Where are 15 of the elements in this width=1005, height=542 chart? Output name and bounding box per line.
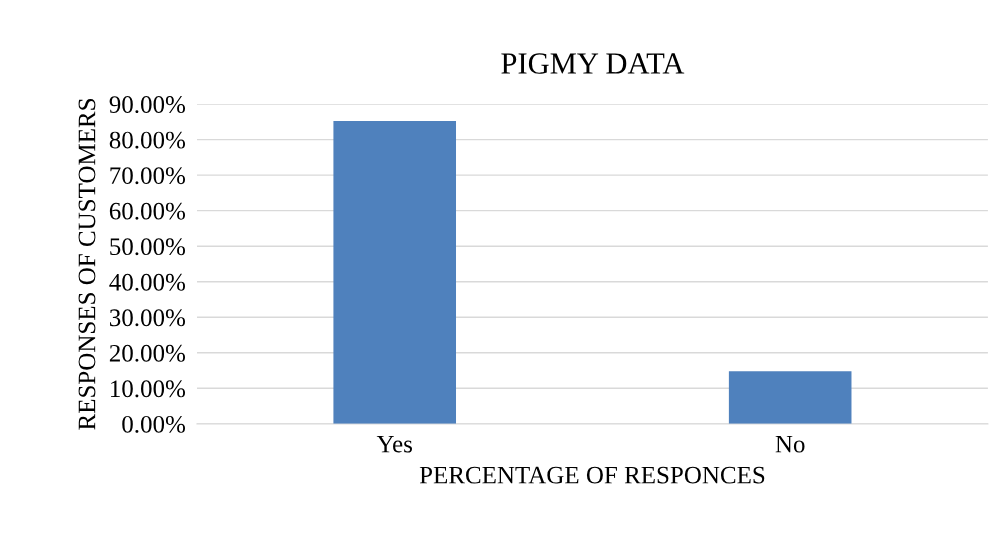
y-tick-label: 60.00% — [109, 202, 186, 220]
chart-title: PIGMY DATA — [501, 53, 685, 74]
x-axis-title: PERCENTAGE OF RESPONCES — [419, 466, 765, 484]
y-tick-label: 30.00% — [109, 309, 186, 327]
y-tick-label: 80.00% — [109, 131, 186, 149]
y-tick-label: 70.00% — [110, 167, 186, 185]
y-tick-label: 90.00% — [109, 96, 186, 114]
y-tick-label: 50.00% — [110, 238, 186, 256]
y-tick-label: 40.00% — [109, 273, 186, 291]
y-tick-label: 0.00% — [122, 415, 186, 433]
y-axis-title: RESPONSES OF CUSTOMERS — [78, 99, 96, 430]
y-tick-label: 10.00% — [110, 380, 186, 398]
x-tick-label: No — [775, 435, 805, 453]
x-tick-label: Yes — [376, 435, 412, 453]
y-tick-label: 20.00% — [109, 344, 186, 362]
